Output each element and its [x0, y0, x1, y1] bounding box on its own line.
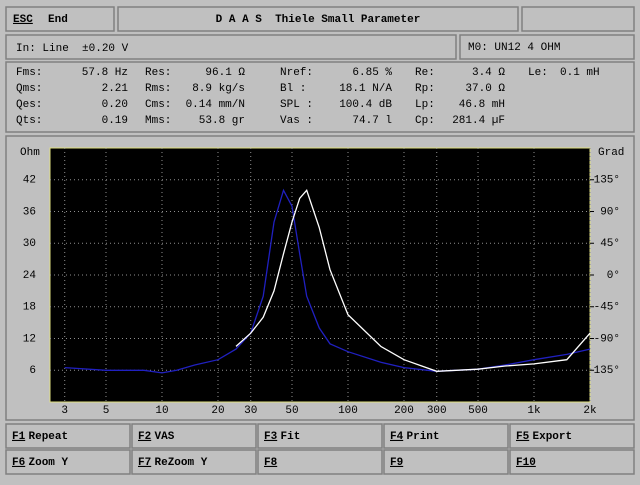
param-label: Qts:	[16, 115, 42, 127]
model: M0: UN12 4 OHM	[468, 42, 560, 54]
y-tick-label: 30	[23, 238, 36, 250]
function-key-label: VAS	[155, 431, 175, 443]
function-key-id: F2	[138, 431, 151, 443]
function-key-id: F1	[12, 431, 26, 443]
y2-tick-label: 0°	[607, 270, 620, 282]
function-key-id: F6	[12, 457, 25, 469]
param-value: 96.1 Ω	[205, 67, 245, 79]
param-value: 2.21	[102, 83, 129, 95]
x-tick-label: 3	[61, 405, 68, 417]
y-axis-label: Ohm	[20, 147, 40, 159]
function-key-id: F4	[390, 431, 404, 443]
function-key-id: F7	[138, 457, 151, 469]
param-label: Rms:	[145, 83, 171, 95]
param-label: Fms:	[16, 67, 42, 79]
y-tick-label: 42	[23, 175, 36, 187]
esc-label: End	[48, 14, 68, 26]
y-tick-label: 6	[29, 365, 36, 377]
param-label: Res:	[145, 67, 171, 79]
param-value: 281.4 µF	[452, 115, 505, 127]
param-value: 0.1 mH	[560, 67, 600, 79]
y-tick-label: 24	[23, 270, 37, 282]
function-key-label: Zoom Y	[29, 457, 69, 469]
param-label: Qms:	[16, 83, 42, 95]
input-level: In: Line ±0.20 V	[16, 43, 129, 55]
function-key-id: F10	[516, 457, 536, 469]
y-tick-label: 12	[23, 333, 36, 345]
param-value: 0.19	[102, 115, 128, 127]
param-label: Bl :	[280, 83, 306, 95]
function-key-id: F8	[264, 457, 278, 469]
x-tick-label: 1k	[527, 405, 541, 417]
esc-key: ESC	[13, 14, 33, 26]
title: D A A S Thiele Small Parameter	[216, 14, 421, 26]
param-value: 53.8 gr	[199, 115, 245, 127]
param-value: 100.4 dB	[339, 99, 392, 111]
x-tick-label: 300	[427, 405, 447, 417]
param-label: Vas :	[280, 115, 313, 127]
x-tick-label: 10	[155, 405, 168, 417]
param-label: Re:	[415, 67, 435, 79]
param-value: 6.85 %	[352, 67, 392, 79]
function-key-id: F9	[390, 457, 403, 469]
param-label: Nref:	[280, 67, 313, 79]
param-value: 37.0 Ω	[465, 83, 505, 95]
y-tick-label: 36	[23, 206, 36, 218]
param-label: Qes:	[16, 99, 42, 111]
x-tick-label: 200	[394, 405, 414, 417]
x-tick-label: 20	[211, 405, 224, 417]
function-key-label: Fit	[281, 431, 301, 443]
function-key-label: ReZoom Y	[155, 457, 208, 469]
y2-tick-label: 90°	[600, 206, 620, 218]
function-key-label: Print	[407, 431, 440, 443]
param-label: Cms:	[145, 99, 171, 111]
param-label: Le:	[528, 67, 548, 79]
param-value: 0.14 mm/N	[186, 99, 245, 111]
x-tick-label: 2k	[583, 405, 597, 417]
param-value: 8.9 kg/s	[192, 83, 245, 95]
param-label: Lp:	[415, 99, 435, 111]
y2-tick-label: 135°	[594, 175, 620, 187]
x-tick-label: 50	[285, 405, 298, 417]
param-value: 0.20	[102, 99, 128, 111]
function-key-id: F3	[264, 431, 278, 443]
function-key-label: Repeat	[29, 431, 69, 443]
y2-tick-label: -45°	[594, 302, 620, 314]
x-tick-label: 30	[244, 405, 257, 417]
blank-box	[522, 7, 634, 31]
x-tick-label: 100	[338, 405, 358, 417]
param-value: 18.1 N/A	[339, 83, 392, 95]
param-value: 57.8 Hz	[82, 67, 128, 79]
param-value: 74.7 l	[352, 115, 392, 127]
param-value: 46.8 mH	[459, 99, 505, 111]
param-label: Rp:	[415, 83, 435, 95]
y2-tick-label: -90°	[594, 333, 620, 345]
param-label: Cp:	[415, 115, 435, 127]
param-value: 3.4 Ω	[472, 67, 505, 79]
y-tick-label: 18	[23, 302, 36, 314]
y2-tick-label: -135°	[587, 365, 620, 377]
function-key-id: F5	[516, 431, 530, 443]
param-label: SPL :	[280, 99, 313, 111]
param-label: Mms:	[145, 115, 171, 127]
function-key-label: Export	[533, 431, 573, 443]
y2-tick-label: 45°	[600, 238, 620, 250]
y2-axis-label: Grad	[598, 147, 624, 159]
x-tick-label: 5	[103, 405, 110, 417]
x-tick-label: 500	[468, 405, 488, 417]
